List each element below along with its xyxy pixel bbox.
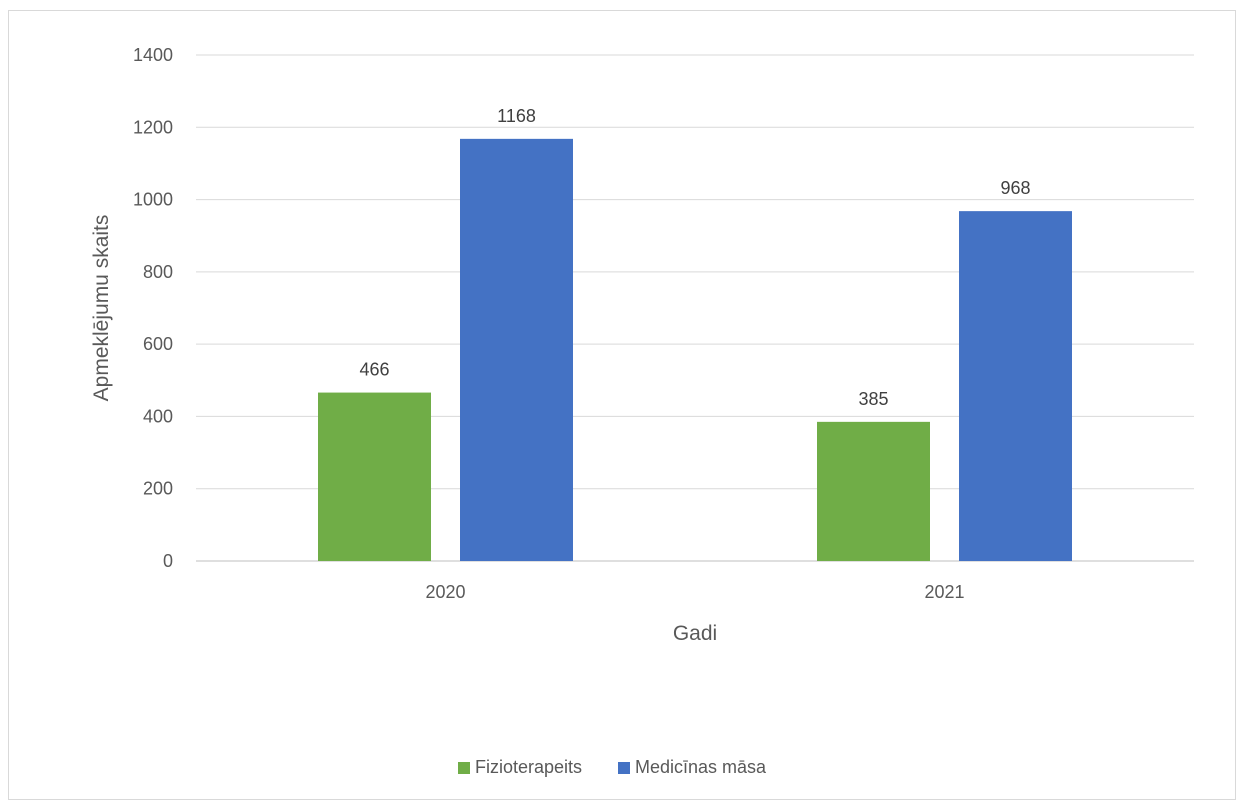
- x-tick-label: 2021: [924, 582, 964, 602]
- y-tick-label: 1000: [133, 190, 173, 210]
- bar-2021-medicinas-masa: [959, 211, 1072, 561]
- y-tick-label: 600: [143, 334, 173, 354]
- data-label: 385: [858, 389, 888, 409]
- y-tick-label: 1400: [133, 45, 173, 65]
- data-label: 1168: [497, 106, 536, 126]
- y-tick-label: 200: [143, 479, 173, 499]
- legend-label: Fizioterapeits: [475, 757, 582, 777]
- legend-swatch: [458, 762, 470, 774]
- y-axis-title: Apmeklējumu skaits: [90, 215, 113, 402]
- data-label: 968: [1000, 178, 1030, 198]
- y-tick-label: 800: [143, 262, 173, 282]
- y-axis-ticks: 0 200 400 600 800 1000 1200 1400: [133, 45, 173, 571]
- legend-label: Medicīnas māsa: [635, 757, 767, 777]
- bars: 466 1168 385 968: [318, 106, 1072, 561]
- y-tick-label: 0: [163, 551, 173, 571]
- legend: Fizioterapeits Medicīnas māsa: [458, 757, 767, 777]
- bar-2021-fizioterapeits: [817, 421, 930, 561]
- data-label: 466: [359, 360, 389, 380]
- y-tick-label: 400: [143, 406, 173, 426]
- y-tick-label: 1200: [133, 117, 173, 137]
- x-tick-label: 2020: [425, 582, 465, 602]
- x-axis-ticks: 2020 2021: [425, 582, 964, 602]
- bar-2020-fizioterapeits: [318, 392, 431, 561]
- legend-swatch: [618, 762, 630, 774]
- bar-2020-medicinas-masa: [460, 138, 573, 561]
- x-axis-title: Gadi: [673, 622, 717, 645]
